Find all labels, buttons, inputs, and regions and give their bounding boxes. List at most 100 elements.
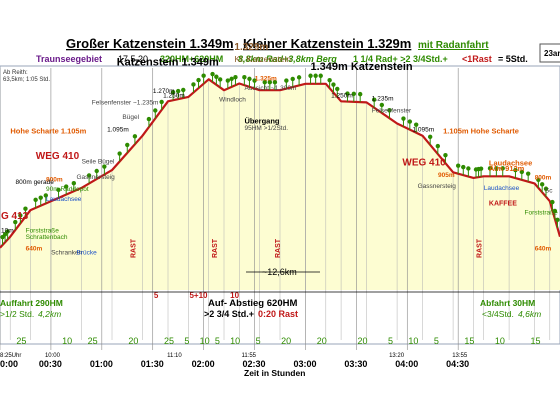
date-label: 17.5.20 <box>118 54 148 64</box>
title-gross-katzenstein: Großer Katzenstein 1.349m <box>66 36 234 51</box>
tree-crown-8-3 <box>201 73 206 78</box>
waypoint-label-42: Brücke <box>77 250 98 257</box>
waypoint-label-31: Alm 912m <box>489 164 525 173</box>
tree-crown-14-1 <box>308 73 313 78</box>
tree-crown-11-3 <box>252 78 257 83</box>
segment-minutes-18: 15 <box>531 336 541 346</box>
waypoint-label-21: WEG 410 <box>402 158 446 169</box>
waypoint-label-3: Kl. Katzenstein <box>234 54 291 64</box>
tree-crown-22-3 <box>500 166 505 171</box>
mid-time-b: 0:20 Rast <box>258 309 298 319</box>
tree-crown-2-3 <box>43 193 49 198</box>
title-kleiner-katzenstein: Kleiner Katzenstein 1.329m <box>243 36 411 51</box>
up-km: 4,2km <box>38 309 61 319</box>
segment-minutes-7: 5 <box>215 336 220 346</box>
x-tick-label-8: 04:00 <box>395 359 418 369</box>
mid-label: Auf- Abstieg 620HM <box>208 298 297 309</box>
waypoint-label-22: Seile Bügel <box>82 159 115 166</box>
tree-crown-10-3 <box>233 75 238 80</box>
waypoint-label-19: 1.095m <box>413 127 435 134</box>
segment-minutes-11: 20 <box>317 336 327 346</box>
tree-crown-6-2 <box>153 108 158 113</box>
title-radanfahrt: mit Radanfahrt <box>418 40 489 51</box>
waypoint-label-27: 800m gerade <box>16 179 55 186</box>
x-axis-label: Zeit in Stunden <box>244 368 305 378</box>
segment-minutes-10: 20 <box>281 336 291 346</box>
tree-crown-16-1 <box>345 91 350 96</box>
tree-crown-23-2 <box>519 169 525 175</box>
tree-crown-22-1 <box>487 166 493 171</box>
tree-crown-5-2 <box>125 142 130 148</box>
header: Großer Katzenstein 1.349m Kleiner Katzen… <box>36 36 560 64</box>
clock-time-2: 11:10 <box>167 353 182 359</box>
rast-label-1: RAST <box>212 238 219 258</box>
tree-crown-14-2 <box>313 73 318 78</box>
segment-minutes-8: 10 <box>230 336 240 346</box>
tree-crown-7-3 <box>181 87 186 93</box>
tree-crown-7-2 <box>175 88 181 94</box>
tree-crown-15-1 <box>327 77 332 83</box>
x-tick-label-4: 02:00 <box>192 359 215 369</box>
x-tick-label-6: 03:00 <box>293 359 316 369</box>
tree-crown-2-2 <box>38 195 43 200</box>
tree-crown-15-2 <box>331 82 336 87</box>
rast-label-3: RAST <box>477 238 484 258</box>
clock-time-3: 11:55 <box>241 353 256 359</box>
clock-time-0: 8:25Uhr <box>0 353 21 359</box>
tree-crown-6-1 <box>146 116 152 122</box>
waypoint-label-26: 90m Raddepot <box>46 186 89 193</box>
waypoint-label-36: G 413 <box>1 211 29 222</box>
tree-crown-4-1 <box>86 173 92 178</box>
tree-crown-5-3 <box>132 134 138 139</box>
waypoint-label-25: 800m <box>46 177 63 184</box>
tree-crown-10-2 <box>229 76 234 82</box>
tree-crown-12-1 <box>262 80 267 85</box>
tree-crown-16-2 <box>351 91 357 97</box>
tree-crown-24-3 <box>543 186 549 191</box>
down-label: Abfahrt 30HM <box>480 298 535 308</box>
tree-crown-22-2 <box>494 166 499 171</box>
waypoint-label-13: 1.250m <box>331 92 353 99</box>
segment-minutes-6: 10 <box>200 336 210 346</box>
waypoint-label-2: 1.329m <box>234 42 268 53</box>
waypoint-label-20: WEG 410 <box>36 151 80 162</box>
waypoint-label-5: 1.250m <box>163 92 185 99</box>
x-tick-label-1: 00:30 <box>39 359 62 369</box>
tree-crown-9-1 <box>210 71 215 77</box>
waypoint-label-9: Aussicht ~1.300m <box>245 85 297 92</box>
waypoint-label-37: 10m <box>1 228 14 235</box>
segment-time-0: 5 <box>154 291 159 300</box>
start-info-1: Ab Reith: <box>3 70 28 76</box>
tree-crown-23-1 <box>513 167 518 173</box>
bottom-annotations: Auffahrt 290HM >1/2 Std. 4,2km Auf- Abst… <box>0 267 560 319</box>
corner-label: 23ar <box>544 49 560 58</box>
tree-crown-3-2 <box>63 184 69 189</box>
tree-crown-20-1 <box>455 163 461 168</box>
tree-crown-3-3 <box>71 181 77 186</box>
tree-crown-8-1 <box>191 82 196 87</box>
waypoint-label-33: KAFFEE <box>489 201 517 208</box>
tree-crown-1-3 <box>23 206 28 211</box>
tree-crown-3-1 <box>56 187 61 193</box>
tree-crown-2-1 <box>33 197 38 203</box>
segment-minutes-16: 15 <box>464 336 474 346</box>
up-time: >1/2 Std. <box>0 309 34 319</box>
segment-minutes-3: 20 <box>128 336 138 346</box>
waypoint-label-4: 1.270m <box>153 88 175 95</box>
tree-crown-19-2 <box>435 143 441 149</box>
tree-crown-0-2 <box>2 232 8 237</box>
waypoint-label-17: Hohe Scharte 1.105m <box>10 127 86 136</box>
segment-minutes-2: 25 <box>88 336 98 346</box>
segment-time-2: 10 <box>230 291 239 300</box>
tree-crown-16-3 <box>357 91 363 97</box>
grid-layer <box>0 68 551 350</box>
x-tick-label-3: 01:30 <box>141 359 164 369</box>
tree-crown-9-3 <box>217 77 223 82</box>
label-layer: Katzenstein 1.349m 1.349m Katzenstein 1.32… <box>0 42 558 369</box>
waypoint-label-24: Gassnersteig <box>418 183 457 190</box>
total-time-label: = 5Std. <box>498 54 528 64</box>
tree-crown-21-3 <box>478 166 484 171</box>
waypoint-label-1: 1.349m Katzenstein <box>311 61 413 73</box>
profile-layer <box>0 78 560 249</box>
